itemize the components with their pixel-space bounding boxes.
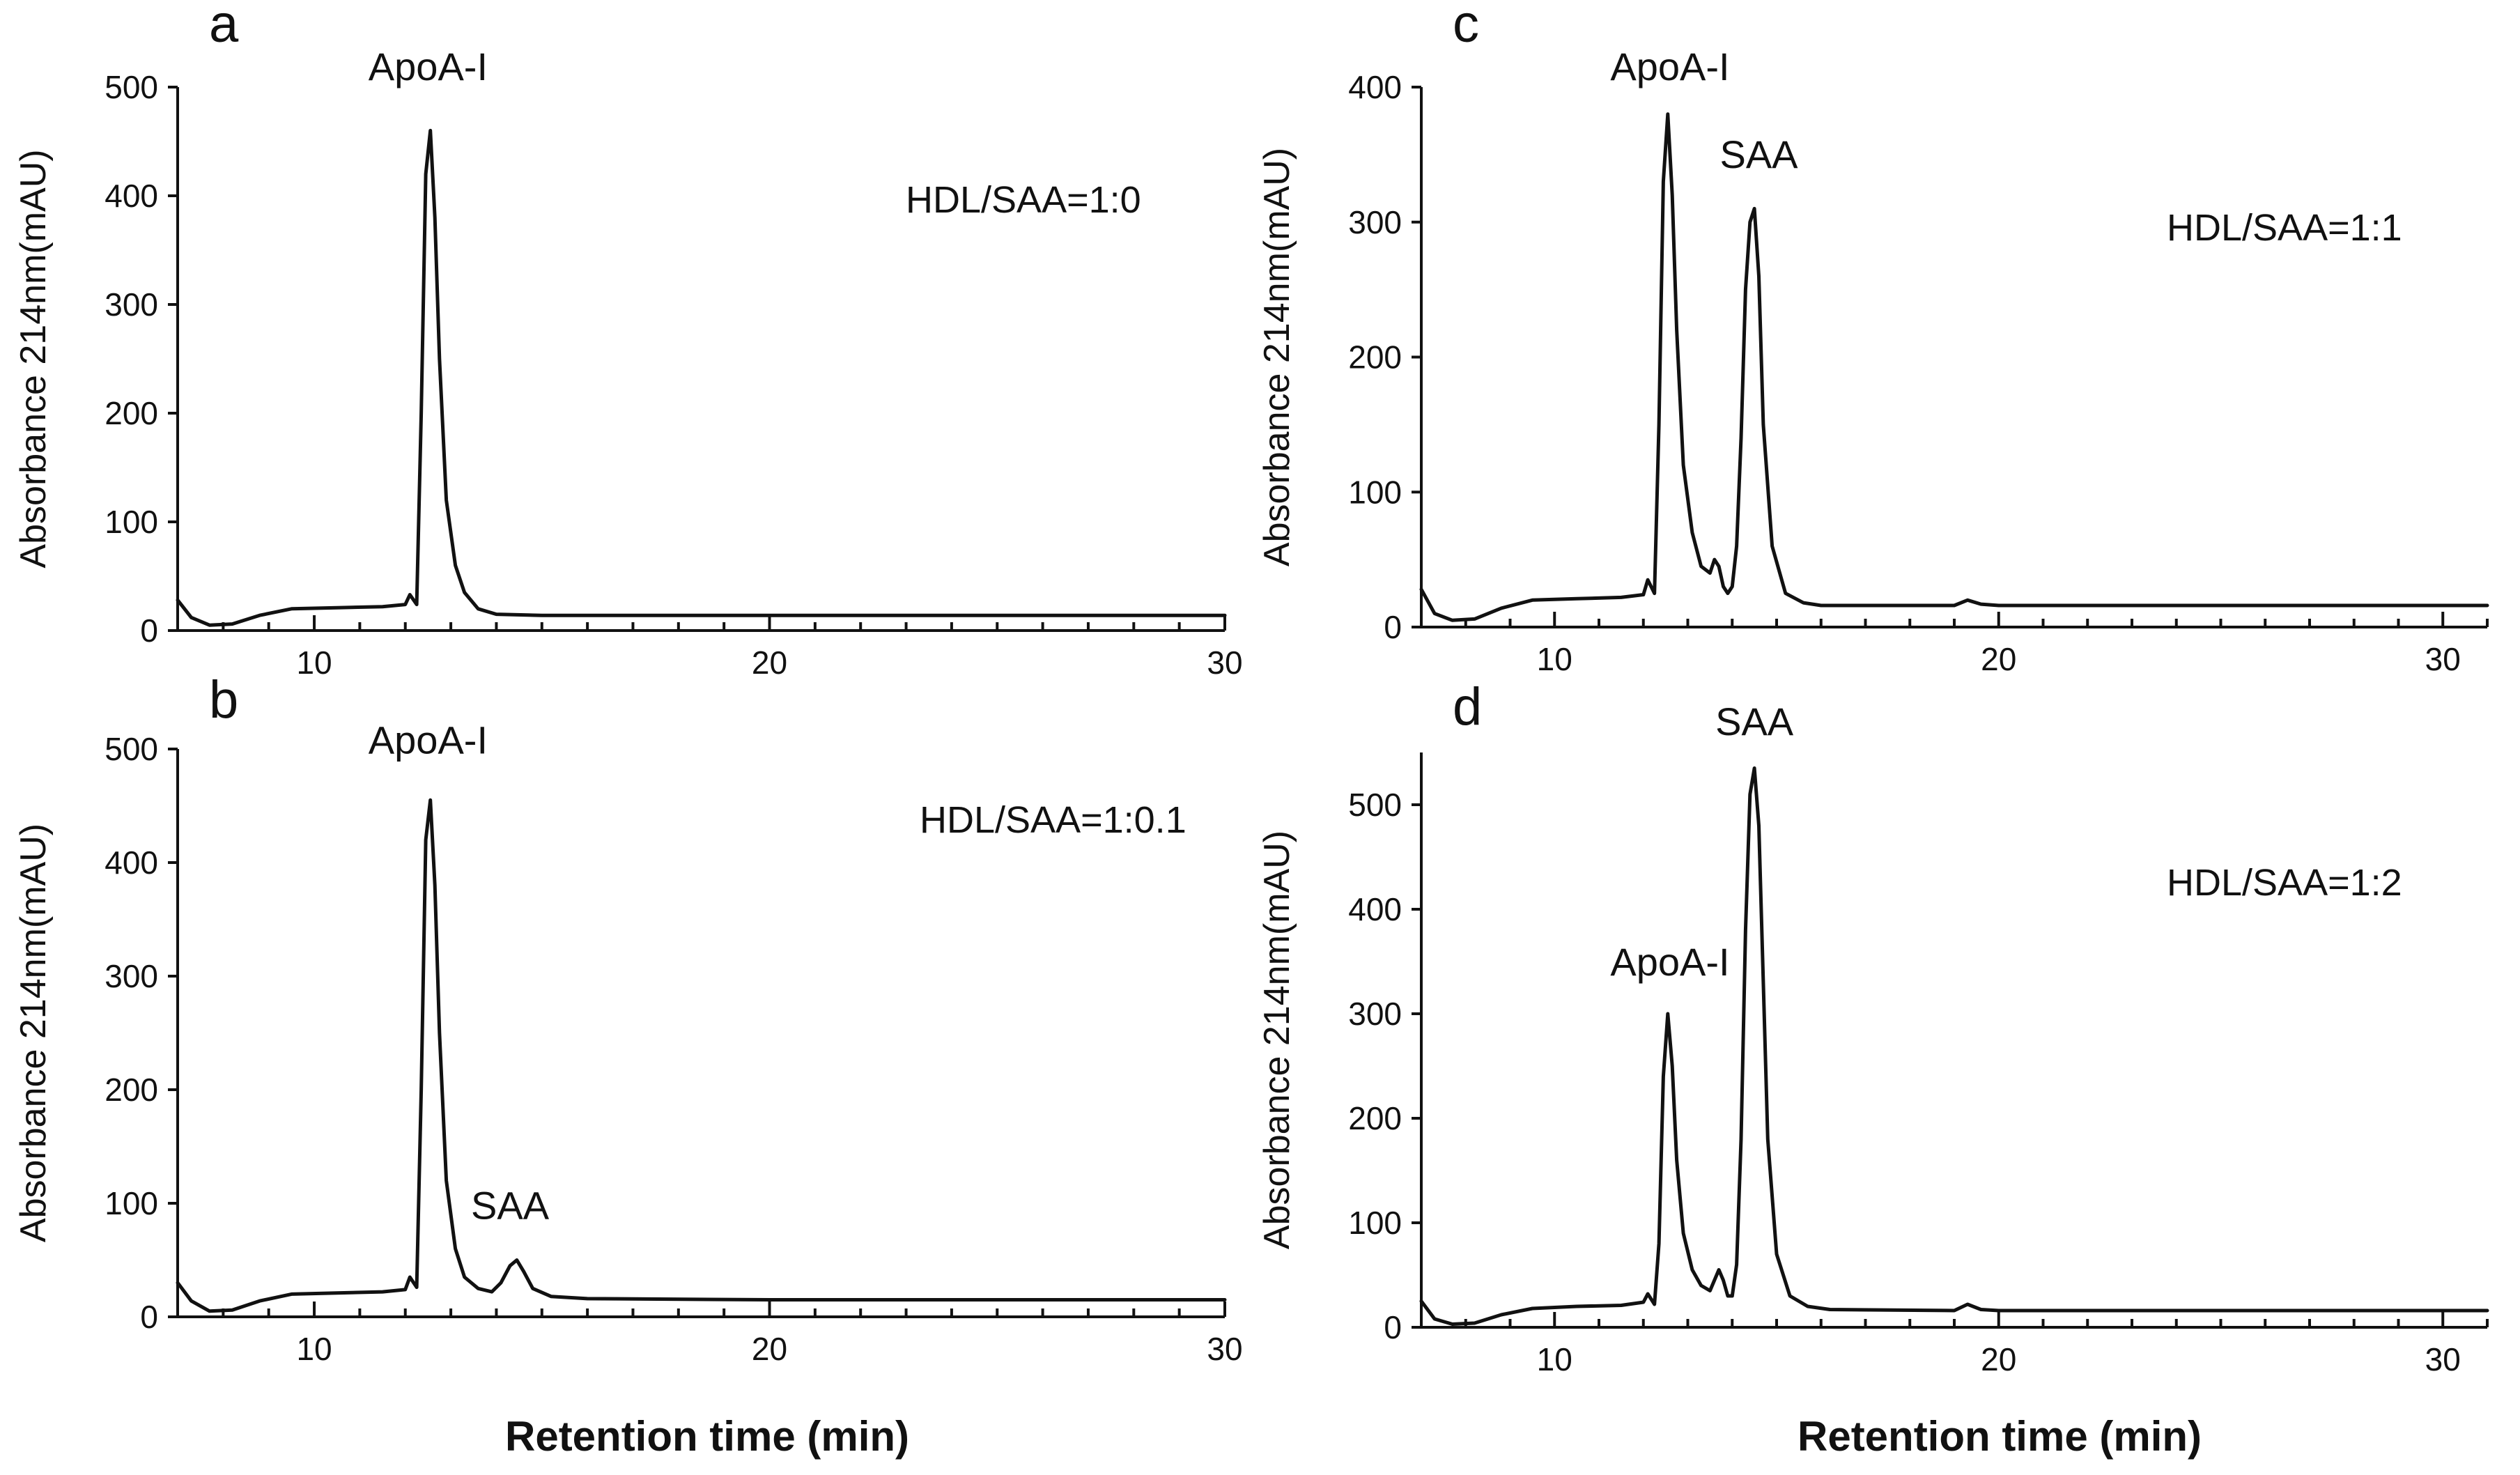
x-axis-title-right: Retention time (min) [1798,1413,2202,1460]
ratio-label: HDL/SAA=1:0 [906,179,1141,221]
x-tick-label: 10 [1537,1341,1572,1377]
x-tick-label: 30 [2425,1341,2461,1377]
panel-letter: d [1453,677,1482,736]
peak-label: SAA [1715,700,1794,743]
y-tick-label: 0 [140,1299,158,1335]
y-axis-title: Absorbance 214nm(mAU) [13,149,54,568]
y-tick-label: 400 [105,844,158,881]
y-axis-title: Absorbance 214nm(mAU) [13,824,54,1242]
y-tick-label: 0 [140,612,158,649]
peak-label: ApoA-I [369,718,488,762]
x-tick-label: 20 [752,1331,787,1367]
x-tick-label: 10 [1537,641,1572,677]
peak-label: ApoA-I [1610,940,1729,984]
panel-letter: c [1453,0,1479,54]
y-tick-label: 300 [105,958,158,994]
x-tick-label: 20 [752,644,787,681]
x-tick-label: 20 [1981,641,2016,677]
chromatogram-trace [176,798,1227,1313]
y-tick-label: 300 [1348,996,1402,1032]
x-tick-label: 10 [296,1331,332,1367]
peak-label: SAA [1719,132,1798,176]
y-axis-title: Absorbance 214nm(mAU) [1257,148,1297,566]
y-tick-label: 400 [1348,69,1402,105]
panel-letter: a [209,0,239,54]
peak-label: ApoA-I [369,45,488,88]
y-tick-label: 200 [105,395,158,431]
x-tick-label: 20 [1981,1341,2016,1377]
y-tick-label: 0 [1384,609,1402,645]
y-tick-label: 100 [105,504,158,540]
peak-label: ApoA-I [1610,45,1729,88]
y-axis-title: Absorbance 214nm(mAU) [1257,831,1297,1249]
y-tick-label: 200 [1348,339,1402,376]
y-tick-label: 0 [1384,1309,1402,1345]
chromatogram-trace [1419,766,2489,1326]
y-tick-label: 200 [1348,1100,1402,1136]
peak-label: SAA [471,1184,550,1228]
chromatogram-trace [1419,112,2489,622]
x-axis-title-left: Retention time (min) [505,1413,909,1460]
ratio-label: HDL/SAA=1:0.1 [920,799,1186,841]
x-tick-label: 30 [1207,1331,1242,1367]
panel-letter: b [209,670,238,729]
y-tick-label: 500 [105,731,158,767]
y-tick-label: 400 [105,178,158,214]
y-tick-label: 400 [1348,891,1402,927]
x-tick-label: 10 [296,644,332,681]
y-tick-label: 500 [1348,787,1402,823]
ratio-label: HDL/SAA=1:1 [2167,207,2402,249]
x-tick-label: 30 [1207,644,1242,681]
x-tick-label: 30 [2425,641,2461,677]
y-tick-label: 100 [1348,474,1402,510]
ratio-label: HDL/SAA=1:2 [2167,862,2402,904]
y-tick-label: 500 [105,69,158,105]
chromatogram-trace [176,128,1227,627]
y-tick-label: 200 [105,1072,158,1108]
y-tick-label: 100 [1348,1205,1402,1241]
y-tick-label: 100 [105,1185,158,1221]
y-tick-label: 300 [1348,204,1402,240]
y-tick-label: 300 [105,286,158,323]
